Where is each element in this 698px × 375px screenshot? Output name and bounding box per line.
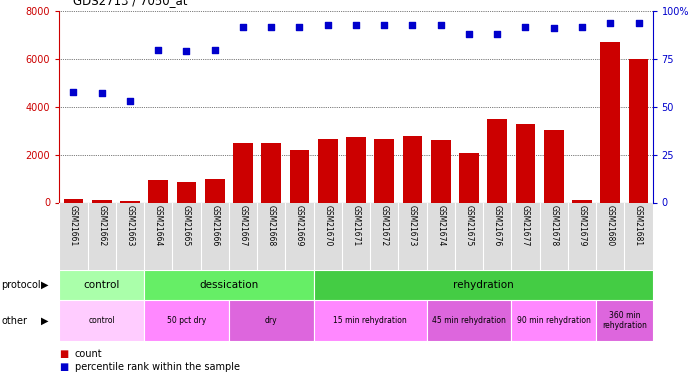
Point xyxy=(378,22,389,28)
Bar xyxy=(92,200,112,202)
Point xyxy=(322,22,334,28)
Bar xyxy=(59,300,144,341)
Point xyxy=(124,98,135,104)
Text: GDS2713 / 7050_at: GDS2713 / 7050_at xyxy=(73,0,188,8)
Text: GSM21678: GSM21678 xyxy=(549,205,558,246)
Bar xyxy=(64,199,83,202)
Bar xyxy=(313,270,653,300)
Bar xyxy=(459,153,479,203)
Bar xyxy=(487,119,507,202)
Bar xyxy=(374,139,394,202)
Point xyxy=(68,88,79,94)
Bar xyxy=(290,150,309,202)
Text: GSM21673: GSM21673 xyxy=(408,205,417,246)
Bar xyxy=(403,136,422,202)
Bar xyxy=(177,182,196,203)
Bar xyxy=(261,143,281,202)
Bar xyxy=(144,300,229,341)
Point xyxy=(604,20,616,26)
Text: count: count xyxy=(75,350,103,359)
Text: GSM21663: GSM21663 xyxy=(126,205,135,246)
Point xyxy=(350,22,362,28)
Bar xyxy=(346,138,366,202)
Text: GSM21675: GSM21675 xyxy=(464,205,473,246)
Text: GSM21676: GSM21676 xyxy=(493,205,502,246)
Text: GSM21662: GSM21662 xyxy=(97,205,106,246)
Text: dry: dry xyxy=(265,316,278,325)
Text: ■: ■ xyxy=(59,362,68,372)
Bar xyxy=(516,124,535,202)
Point xyxy=(237,24,248,30)
Bar xyxy=(144,270,313,300)
Bar xyxy=(431,140,451,202)
Bar xyxy=(59,270,144,300)
Text: GSM21669: GSM21669 xyxy=(295,205,304,246)
Bar xyxy=(233,143,253,202)
Text: percentile rank within the sample: percentile rank within the sample xyxy=(75,362,239,372)
Text: GSM21672: GSM21672 xyxy=(380,205,389,246)
Point xyxy=(520,24,531,30)
Point xyxy=(463,31,475,37)
Text: ▶: ▶ xyxy=(40,316,48,326)
Text: GSM21671: GSM21671 xyxy=(352,205,360,246)
Text: GSM21666: GSM21666 xyxy=(210,205,219,246)
Text: 45 min rehydration: 45 min rehydration xyxy=(432,316,506,325)
Point xyxy=(181,48,192,54)
Point xyxy=(491,31,503,37)
Point xyxy=(294,24,305,30)
Bar xyxy=(229,300,313,341)
Text: ■: ■ xyxy=(59,350,68,359)
Point xyxy=(209,46,221,53)
Point xyxy=(577,24,588,30)
Text: GSM21677: GSM21677 xyxy=(521,205,530,246)
Text: GSM21670: GSM21670 xyxy=(323,205,332,246)
Text: GSM21665: GSM21665 xyxy=(182,205,191,246)
Text: 90 min rehydration: 90 min rehydration xyxy=(517,316,591,325)
Point xyxy=(153,46,164,53)
Text: control: control xyxy=(84,280,120,290)
Text: GSM21679: GSM21679 xyxy=(577,205,586,246)
Bar xyxy=(313,300,426,341)
Text: rehydration: rehydration xyxy=(453,280,514,290)
Bar xyxy=(629,59,648,202)
Text: GSM21668: GSM21668 xyxy=(267,205,276,246)
Bar xyxy=(426,300,512,341)
Point xyxy=(407,22,418,28)
Text: ▶: ▶ xyxy=(40,280,48,290)
Text: 50 pct dry: 50 pct dry xyxy=(167,316,206,325)
Bar xyxy=(544,130,563,203)
Text: GSM21667: GSM21667 xyxy=(239,205,248,246)
Text: 15 min rehydration: 15 min rehydration xyxy=(333,316,407,325)
Point xyxy=(266,24,277,30)
Bar xyxy=(512,300,596,341)
Bar xyxy=(572,200,592,202)
Bar xyxy=(596,300,653,341)
Bar xyxy=(205,178,225,203)
Bar xyxy=(600,42,620,203)
Text: dessication: dessication xyxy=(199,280,258,290)
Text: protocol: protocol xyxy=(1,280,41,290)
Point xyxy=(548,26,559,32)
Point xyxy=(96,90,107,96)
Point xyxy=(633,20,644,26)
Text: other: other xyxy=(1,316,27,326)
Text: GSM21661: GSM21661 xyxy=(69,205,78,246)
Point xyxy=(435,22,446,28)
Text: GSM21674: GSM21674 xyxy=(436,205,445,246)
Text: GSM21680: GSM21680 xyxy=(606,205,615,246)
Bar xyxy=(148,180,168,203)
Bar xyxy=(120,201,140,202)
Text: control: control xyxy=(89,316,115,325)
Bar xyxy=(318,139,338,202)
Text: GSM21664: GSM21664 xyxy=(154,205,163,246)
Text: GSM21681: GSM21681 xyxy=(634,205,643,246)
Text: 360 min
rehydration: 360 min rehydration xyxy=(602,311,647,330)
